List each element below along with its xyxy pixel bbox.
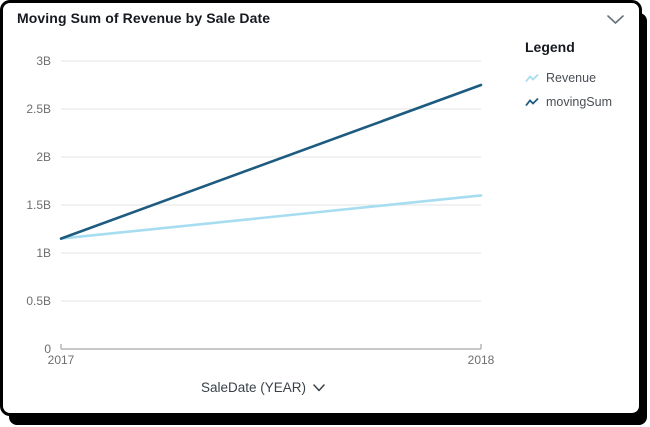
x-axis-title: SaleDate (YEAR) — [200, 380, 307, 395]
y-tick-label: 2.5B — [26, 102, 51, 116]
y-tick-label: 2B — [36, 150, 51, 164]
visual-title: Moving Sum of Revenue by Sale Date — [17, 10, 271, 26]
legend-item-label: movingSum — [546, 95, 612, 109]
visual-card: Moving Sum of Revenue by Sale Date 0 0.5B… — [0, 0, 642, 416]
legend-item-revenue[interactable]: Revenue — [525, 71, 637, 85]
y-tick-label: 1.5B — [26, 198, 51, 212]
line-chart-plot-area[interactable]: 0 0.5B 1B 1.5B 2B 2.5B 3B 2017 2018 — [3, 3, 523, 378]
chevron-down-icon — [606, 15, 624, 24]
line-series-swatch-icon — [525, 97, 539, 106]
series-line-Revenue[interactable] — [59, 194, 483, 240]
y-tick-label: 3B — [36, 54, 51, 68]
line-series-swatch-icon — [525, 73, 539, 82]
x-tick-label: 2017 — [48, 353, 75, 367]
series-line-movingSum[interactable] — [59, 83, 483, 240]
legend-item-label: Revenue — [546, 71, 597, 85]
x-axis-sort-control[interactable]: SaleDate (YEAR) — [3, 380, 523, 395]
y-tick-label: 1B — [36, 246, 51, 260]
collapse-visual-button[interactable] — [605, 13, 625, 27]
chevron-down-icon — [313, 383, 325, 391]
x-tick-label: 2018 — [468, 353, 495, 367]
legend-title: Legend — [525, 39, 575, 55]
y-tick-label: 0.5B — [26, 294, 51, 308]
chart-legend: Legend Revenue movingSum — [525, 39, 637, 119]
y-tick-label: 0 — [44, 342, 51, 356]
legend-item-movingsum[interactable]: movingSum — [525, 95, 637, 109]
